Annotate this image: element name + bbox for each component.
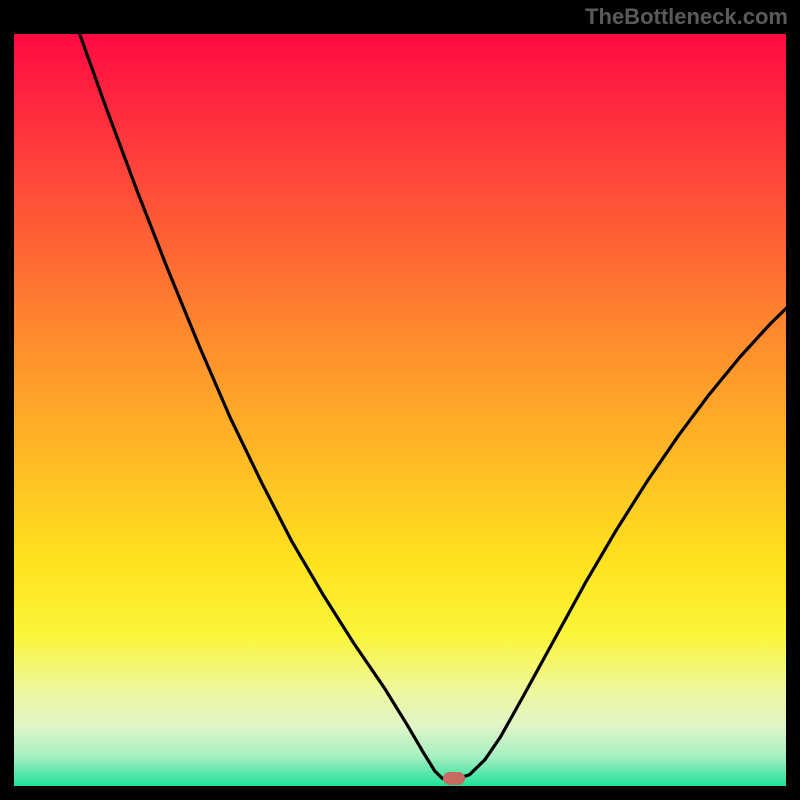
plot-area (14, 34, 786, 786)
bottleneck-curve (80, 34, 786, 778)
watermark-text: TheBottleneck.com (585, 4, 788, 30)
bottleneck-curve-svg (14, 34, 786, 786)
chart-container: TheBottleneck.com (0, 0, 800, 800)
optimal-point-marker (443, 772, 465, 785)
